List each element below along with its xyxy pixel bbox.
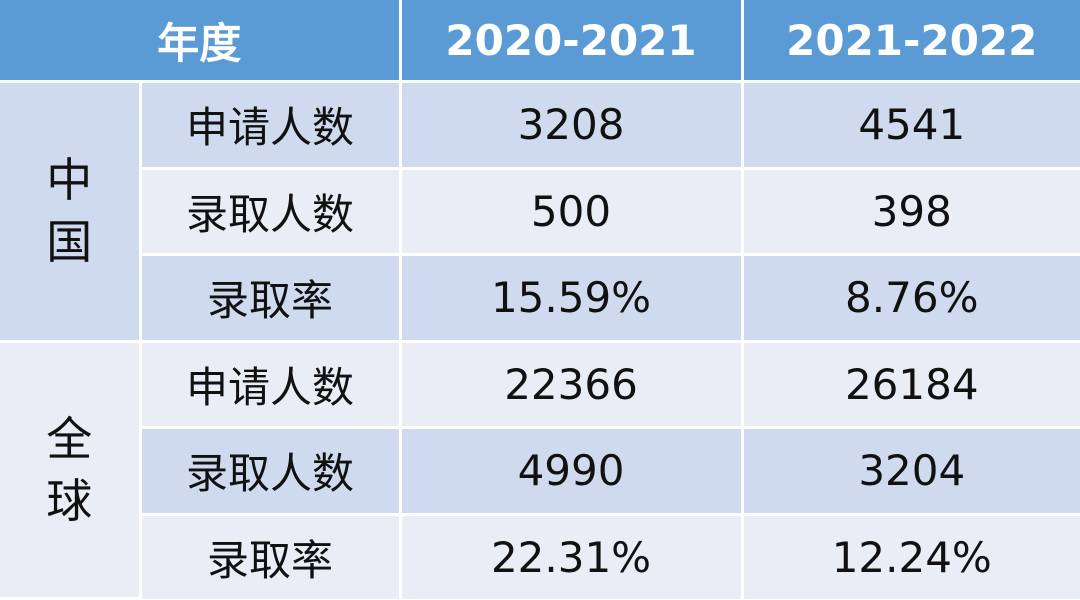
header-cell: 年度	[0, 0, 402, 83]
table-row: 全球 申请人数 22366 26184	[0, 339, 1080, 600]
row-label: 申请人数	[138, 80, 402, 170]
value-cell: 4541	[740, 80, 1080, 170]
group-cell: 中国	[0, 80, 142, 343]
value-cell: 3208	[398, 80, 744, 170]
table-row: 录取人数 4990 3204	[0, 426, 1080, 516]
value-cell: 8.76%	[740, 253, 1080, 343]
header-row: 年度 2020-2021 2021-2022	[0, 0, 1080, 83]
table-row: 录取率 15.59% 8.76%	[0, 253, 1080, 343]
table-row: 录取人数 500 398	[0, 166, 1080, 256]
row-label: 录取人数	[140, 166, 402, 256]
value-cell: 398	[740, 166, 1080, 256]
group-cell: 全球	[0, 339, 142, 600]
value-cell: 22.31%	[398, 512, 744, 599]
value-cell: 26184	[740, 339, 1080, 429]
table-row: 中国 申请人数 3208 4541	[0, 80, 1080, 343]
value-cell: 500	[398, 166, 744, 256]
table-row: 录取率 22.31% 12.24%	[0, 512, 1080, 599]
value-cell: 12.24%	[740, 512, 1080, 599]
value-cell: 3204	[740, 426, 1080, 516]
value-cell: 15.59%	[398, 253, 744, 343]
row-label: 录取率	[140, 512, 402, 599]
value-cell: 22366	[398, 339, 744, 429]
row-label: 录取率	[140, 253, 402, 343]
group-label: 全球	[46, 411, 93, 528]
group-label: 中国	[46, 153, 93, 270]
row-label: 申请人数	[138, 339, 402, 429]
value-cell: 4990	[398, 426, 744, 516]
row-label: 录取人数	[140, 426, 402, 516]
header-cell: 2021-2022	[740, 0, 1080, 83]
header-cell: 2020-2021	[398, 0, 744, 83]
